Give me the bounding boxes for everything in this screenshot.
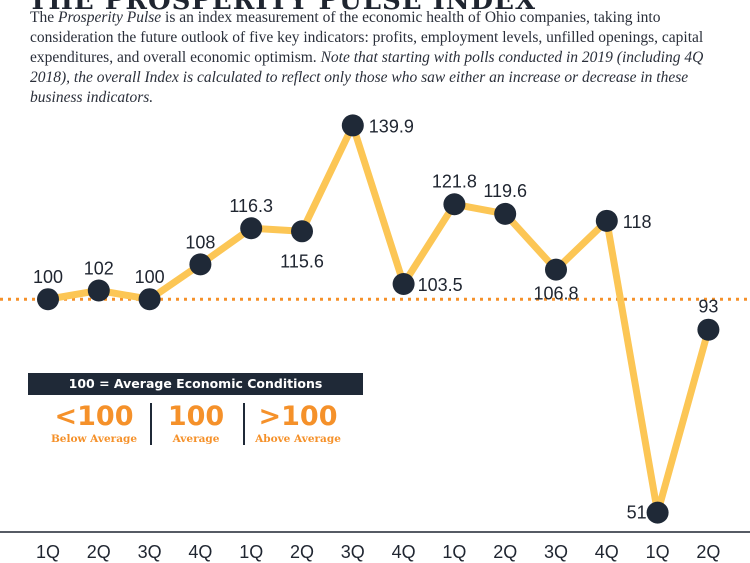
x-tick-label: 2Q [290,542,314,562]
data-point [545,258,567,281]
data-point [443,193,466,216]
legend-above-symbol: >100 [258,401,338,432]
data-point [138,288,161,311]
x-tick-label: 1Q [239,542,263,562]
data-point [341,114,364,137]
x-tick-label: 2Q [696,542,720,562]
data-label: 100 [33,267,63,287]
data-label: 118 [623,212,652,232]
intro-note: Note that starting with polls conducted … [30,49,704,106]
data-label: 115.6 [280,251,324,271]
data-point [595,209,618,232]
legend-above-label: Above Average [255,433,341,445]
data-label: 93 [698,297,718,317]
x-tick-label: 2Q [87,542,111,562]
x-tick-label: 4Q [392,542,416,562]
data-point [646,501,669,524]
x-tick-label: 1Q [646,542,670,562]
chart-title: THE PROSPERITY PULSE INDEX [28,0,537,16]
data-point [392,272,415,295]
data-label: 119.6 [483,181,527,201]
data-label: 116.3 [229,196,273,216]
legend-below-average: <100 Below Average [38,401,150,445]
legend-above-average: >100 Above Average [242,401,354,445]
x-tick-label: 1Q [442,542,466,562]
data-point [87,279,110,302]
x-tick-label: 3Q [341,542,365,562]
data-point [494,202,517,225]
x-tick-label: 3Q [138,542,162,562]
x-tick-label: 2Q [493,542,517,562]
data-point [189,253,212,276]
data-label: 100 [135,267,165,287]
data-label: 51 [627,503,647,523]
x-tick-label: 1Q [36,542,60,562]
intro-text-body: is an index measurement of the economic … [30,9,704,66]
legend-divider [150,403,152,445]
data-point [291,220,313,243]
legend-below-symbol: <100 [54,401,134,432]
data-points [37,114,720,524]
x-tick-labels: 1Q 2Q 3Q 4Q 1Q 2Q 3Q 4Q 1Q 2Q 3Q 4Q 1Q 2Q [36,542,720,562]
legend-heading: 100 = Average Economic Conditions [28,373,363,395]
legend-average: 100 Average [140,401,252,445]
data-labels: 100 102 100 108 116.3 115.6 139.9 103.5 121.8 119… [33,116,718,522]
data-point [240,217,263,240]
intro-text-start: The [30,9,58,26]
data-label: 139.9 [369,116,414,136]
data-label: 106.8 [533,284,578,304]
intro-paragraph: The Prosperity Pulse is an index measure… [30,8,730,108]
data-label: 121.8 [432,171,477,191]
legend-average-label: Average [172,433,220,445]
data-label: 108 [185,232,215,252]
intro-index-name: Prosperity Pulse [57,9,162,26]
legend-below-label: Below Average [50,433,138,445]
data-point [37,288,59,311]
legend-divider [243,403,245,445]
legend-average-symbol: 100 [167,401,225,432]
data-label: 102 [84,259,114,279]
x-tick-label: 3Q [544,542,568,562]
x-tick-label: 4Q [188,542,212,562]
series-line [44,121,712,517]
data-label: 103.5 [418,275,463,295]
x-tick-label: 4Q [595,542,619,562]
data-point [697,318,720,341]
